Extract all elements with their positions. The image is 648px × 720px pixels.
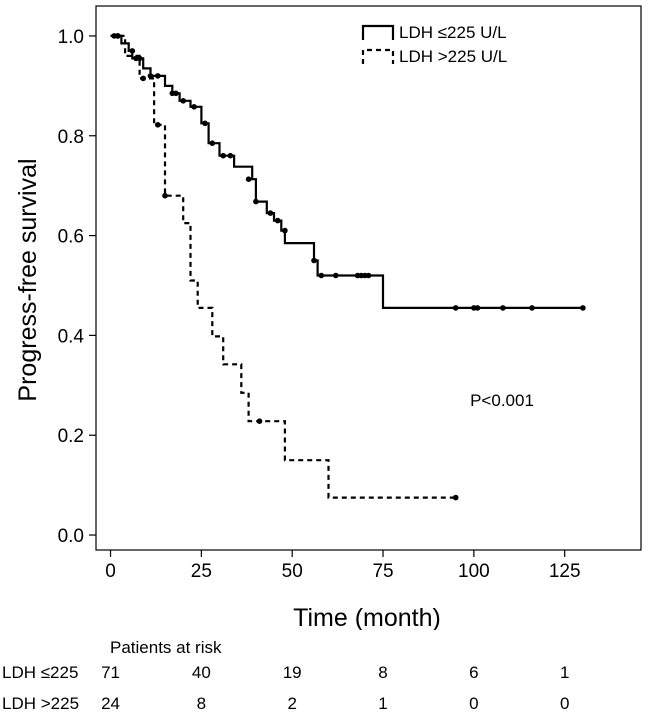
censor-mark bbox=[227, 152, 234, 159]
censor-mark bbox=[282, 227, 288, 234]
censor-mark bbox=[256, 418, 263, 425]
x-axis-label: Time (month) bbox=[293, 604, 441, 630]
censor-mark bbox=[162, 192, 168, 199]
censor-mark bbox=[452, 494, 459, 501]
censor-mark bbox=[529, 305, 535, 311]
censor-mark bbox=[333, 272, 339, 279]
x-tick-label: 75 bbox=[372, 561, 393, 582]
censor-mark bbox=[147, 73, 154, 79]
x-tick-label: 0 bbox=[105, 561, 116, 582]
censor-mark bbox=[209, 140, 216, 146]
risk-count: 1 bbox=[378, 694, 388, 713]
legend-swatch-1 bbox=[361, 24, 395, 40]
risk-row-label: LDH ≤225 bbox=[2, 663, 79, 682]
censor-mark bbox=[220, 152, 226, 159]
censor-mark bbox=[267, 210, 274, 216]
censor-mark bbox=[173, 90, 179, 97]
km-plot: 0 25 50 75 100 125 0.0 0.2 0.4 0.6 0.8 1.0 LDH ≤225… bbox=[14, 5, 642, 630]
legend-swatch-2 bbox=[361, 48, 395, 64]
risk-count: 8 bbox=[196, 694, 207, 713]
y-tick-label: 0.2 bbox=[58, 426, 84, 447]
censor-mark bbox=[140, 75, 146, 82]
x-tick-label: 125 bbox=[549, 561, 581, 582]
censor-mark bbox=[245, 176, 252, 182]
p-value-annotation: P<0.001 bbox=[470, 391, 534, 410]
risk-row-label: LDH >225 bbox=[2, 694, 80, 713]
censor-mark bbox=[155, 73, 161, 79]
censor-mark bbox=[191, 104, 197, 110]
censor-mark bbox=[311, 257, 317, 264]
censor-mark bbox=[129, 48, 136, 54]
risk-count: 19 bbox=[282, 663, 302, 682]
legend-label-2: LDH >225 U/L bbox=[399, 47, 507, 66]
y-tick-label: 0.4 bbox=[58, 326, 85, 347]
x-tick-label: 100 bbox=[458, 561, 490, 582]
risk-count: 0 bbox=[559, 694, 570, 713]
risk-count: 71 bbox=[101, 663, 120, 682]
y-tick-label: 0.6 bbox=[58, 227, 84, 248]
axes: 0 25 50 75 100 125 0.0 0.2 0.4 0.6 0.8 1.0 bbox=[58, 27, 581, 582]
y-tick-label: 0.0 bbox=[58, 526, 84, 547]
risk-count: 40 bbox=[191, 663, 211, 682]
censor-mark bbox=[274, 217, 281, 224]
censor-mark bbox=[365, 272, 372, 279]
censor-mark bbox=[253, 198, 259, 205]
risk-count: 8 bbox=[378, 663, 388, 682]
censor-mark bbox=[155, 122, 161, 128]
risk-count: 1 bbox=[559, 663, 570, 682]
censor-mark bbox=[500, 305, 506, 311]
legend-label-1: LDH ≤225 U/L bbox=[399, 23, 507, 42]
censor-mark bbox=[180, 98, 186, 104]
risk-count: 24 bbox=[101, 694, 120, 713]
y-tick-label: 1.0 bbox=[58, 27, 84, 48]
x-tick-label: 25 bbox=[191, 561, 212, 582]
censor-mark bbox=[318, 272, 325, 279]
y-axis-label: Progress-free survival bbox=[14, 158, 42, 401]
censor-mark bbox=[580, 305, 586, 311]
risk-count: 6 bbox=[469, 663, 479, 682]
censor-mark bbox=[115, 33, 121, 39]
censor-mark bbox=[474, 305, 481, 311]
censor-mark bbox=[202, 120, 208, 127]
censor-mark bbox=[452, 305, 459, 311]
risk-count: 0 bbox=[469, 694, 479, 713]
y-tick-label: 0.8 bbox=[58, 127, 84, 148]
series-layer bbox=[110, 33, 586, 501]
risk-count: 2 bbox=[287, 694, 297, 713]
risk-table-title: Patients at risk bbox=[110, 638, 222, 657]
legend: LDH ≤225 U/L LDH >225 U/L bbox=[361, 23, 507, 66]
survival-curve-2 bbox=[110, 34, 456, 499]
x-tick-label: 50 bbox=[282, 561, 303, 582]
